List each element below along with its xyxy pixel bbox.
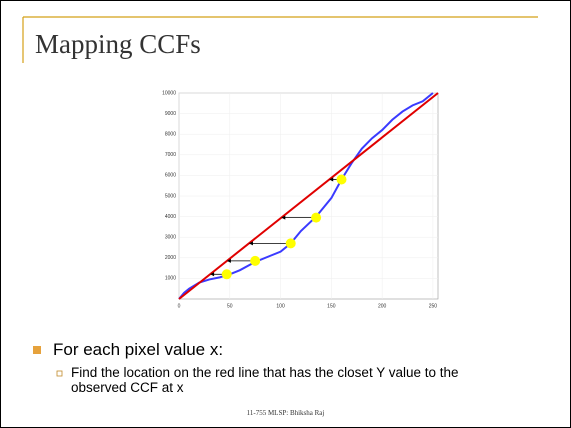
x-tick-label: 100 <box>276 303 285 309</box>
x-tick-label: 150 <box>327 303 336 309</box>
arrow-head <box>281 215 286 220</box>
point <box>311 212 322 223</box>
y-tick-label: 4000 <box>165 214 176 220</box>
point <box>221 269 232 280</box>
series-line <box>178 92 434 300</box>
series-line <box>178 92 439 300</box>
bullet <box>33 346 41 354</box>
point <box>285 238 296 249</box>
slide-title: Mapping CCFs <box>35 29 201 59</box>
y-tick-label: 6000 <box>165 173 176 179</box>
sub-bullet-text: Find the location on the red line that h… <box>71 365 459 395</box>
y-tick-label: 7000 <box>165 152 176 158</box>
y-tick-label: 1000 <box>165 276 176 282</box>
y-tick-label: 2000 <box>165 255 176 261</box>
x-tick-label: 250 <box>429 303 438 309</box>
point <box>336 174 347 185</box>
y-tick-label: 9000 <box>165 111 176 117</box>
arrow-head <box>329 177 334 182</box>
y-tick-label: 8000 <box>165 132 176 138</box>
y-tick-label: 5000 <box>165 193 176 199</box>
point <box>250 255 261 266</box>
y-tick-label: 3000 <box>165 235 176 241</box>
arrow-head <box>210 272 215 277</box>
arrow-head <box>226 258 231 263</box>
sub-bullet <box>56 370 63 377</box>
footer: 11-755 MLSP: Bhiksha Raj <box>246 409 325 417</box>
x-tick-label: 0 <box>178 303 181 309</box>
bullet-text: For each pixel value x: <box>53 340 224 359</box>
arrow-head <box>248 241 253 246</box>
x-tick-label: 200 <box>378 303 387 309</box>
x-tick-label: 50 <box>227 303 233 309</box>
y-tick-label: 10000 <box>162 90 176 96</box>
